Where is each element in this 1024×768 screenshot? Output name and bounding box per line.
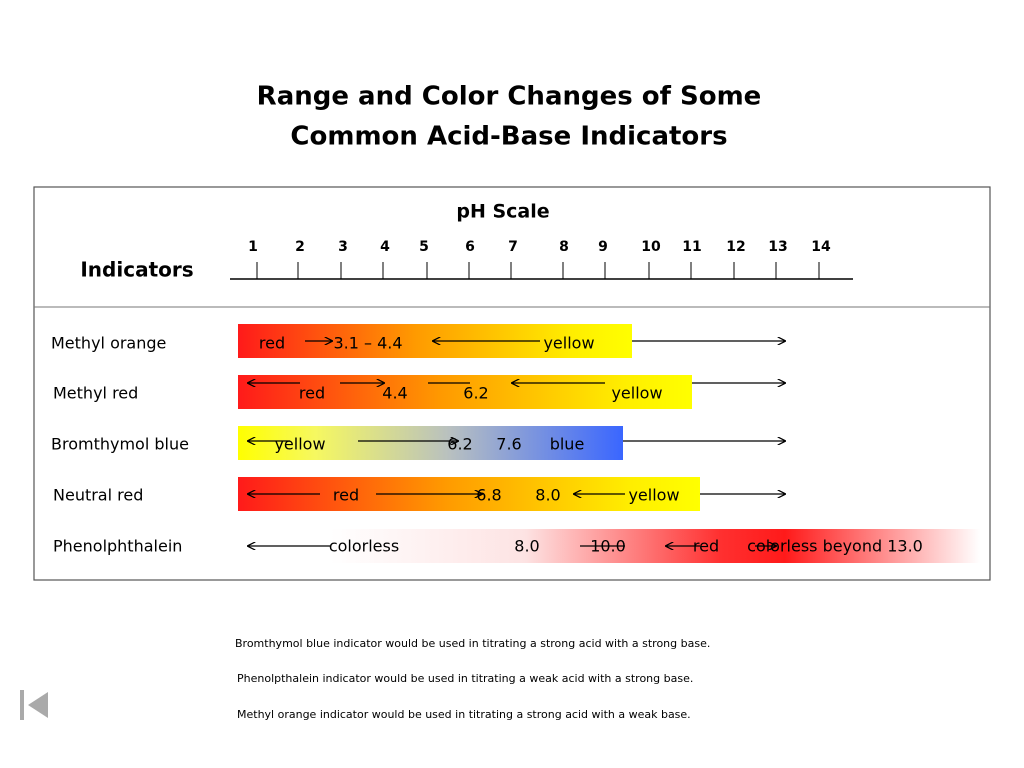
indicators-label: Indicators xyxy=(80,258,193,282)
range-label: colorless xyxy=(329,537,399,556)
indicator-name: Bromthymol blue xyxy=(51,435,189,454)
nav-bar xyxy=(20,690,24,720)
note: Methyl orange indicator would be used in… xyxy=(237,708,691,721)
note: Phenolpthalein indicator would be used i… xyxy=(237,672,693,685)
range-label: 6.2 xyxy=(447,435,472,454)
range-label: 3.1 – 4.4 xyxy=(333,334,402,353)
indicator-name: Methyl orange xyxy=(51,334,166,353)
nav-triangle xyxy=(28,692,48,718)
ph-tick-label: 3 xyxy=(338,239,348,255)
range-label: 7.6 xyxy=(496,435,521,454)
range-label: 8.0 xyxy=(514,537,539,556)
note: Bromthymol blue indicator would be used … xyxy=(235,637,710,650)
range-label: yellow xyxy=(274,435,325,454)
title-line: Range and Color Changes of Some xyxy=(257,82,762,112)
range-label: colorless beyond 13.0 xyxy=(747,537,923,556)
arrows xyxy=(248,341,785,546)
indicator-name: Phenolphthalein xyxy=(53,537,182,556)
range-label: blue xyxy=(550,435,585,454)
indicator-name: Methyl red xyxy=(53,384,138,403)
range-label: red xyxy=(259,334,285,353)
ph-tick-label: 8 xyxy=(559,239,569,255)
indicator-name: Neutral red xyxy=(53,486,143,505)
range-label: red xyxy=(693,537,719,556)
range-label: red xyxy=(333,486,359,505)
ph-tick-label: 14 xyxy=(811,239,831,255)
ph-tick-label: 7 xyxy=(508,239,518,255)
range-label: yellow xyxy=(543,334,594,353)
ph-tick-label: 2 xyxy=(295,239,305,255)
range-label: yellow xyxy=(628,486,679,505)
ph-scale-label: pH Scale xyxy=(456,201,549,223)
range-label: 4.4 xyxy=(382,384,407,403)
range-label: 10.0 xyxy=(590,537,626,556)
ph-tick-label: 11 xyxy=(682,239,701,255)
range-label: 6.2 xyxy=(463,384,488,403)
ph-tick-label: 5 xyxy=(419,239,429,255)
range-label: 6.8 xyxy=(476,486,501,505)
ph-tick-label: 6 xyxy=(465,239,475,255)
ph-tick-label: 10 xyxy=(641,239,661,255)
color-bar xyxy=(238,426,623,460)
table-frame xyxy=(33,186,991,581)
ph-tick-label: 9 xyxy=(598,239,608,255)
nav-back-button[interactable] xyxy=(20,690,48,720)
ph-tick-label: 1 xyxy=(248,239,258,255)
range-label: yellow xyxy=(611,384,662,403)
color-bar xyxy=(238,375,692,409)
ph-tick-label: 4 xyxy=(380,239,390,255)
bars xyxy=(238,324,980,563)
range-label: 8.0 xyxy=(535,486,560,505)
ph-tick-label: 13 xyxy=(768,239,787,255)
color-bar xyxy=(330,529,980,563)
ph-tick-label: 12 xyxy=(726,239,745,255)
range-label: red xyxy=(299,384,325,403)
title-line: Common Acid-Base Indicators xyxy=(290,122,727,152)
